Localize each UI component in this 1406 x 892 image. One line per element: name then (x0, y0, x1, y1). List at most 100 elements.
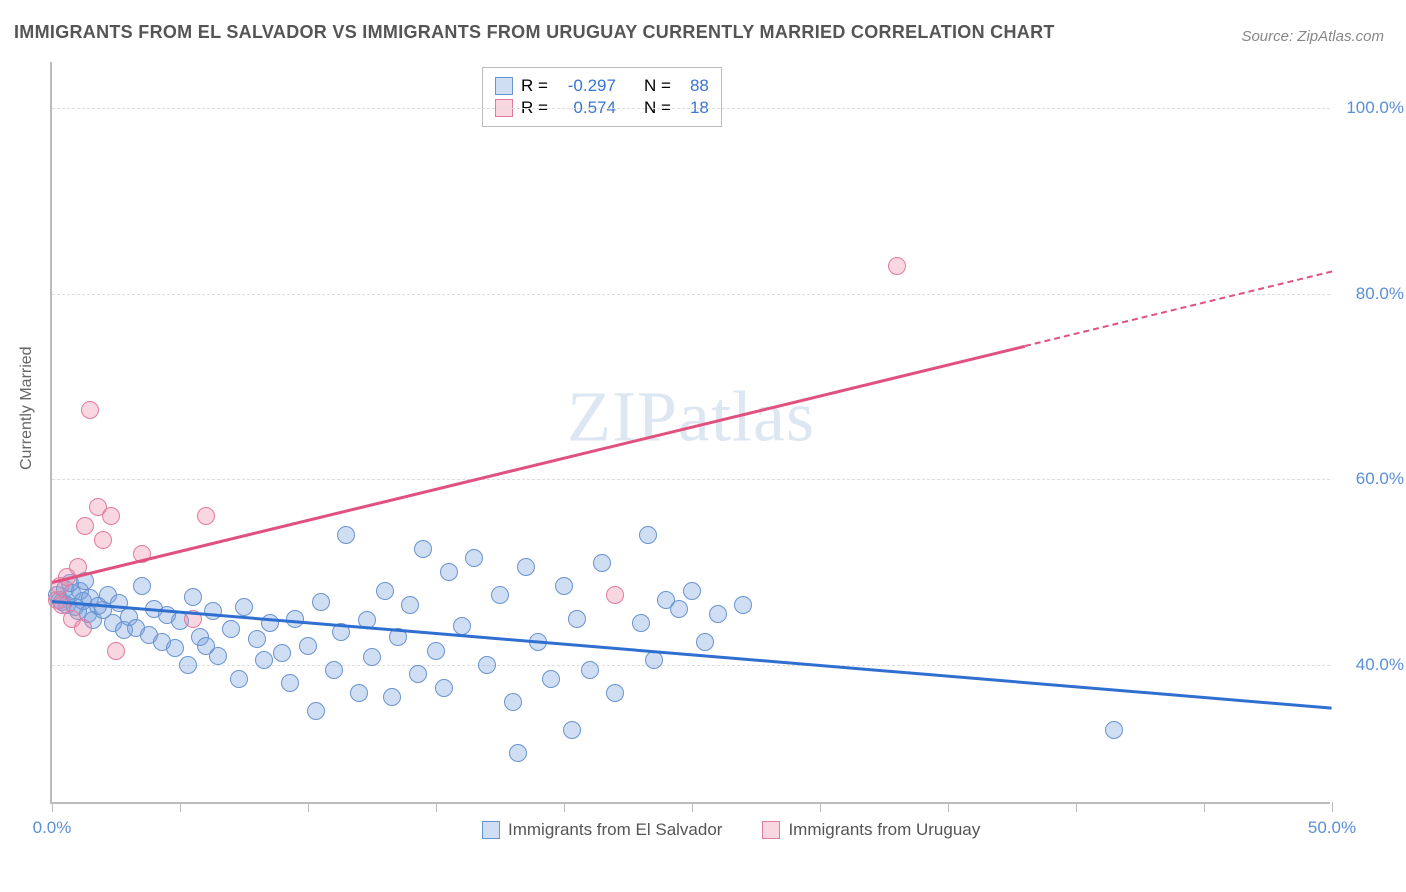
gridline (52, 479, 1330, 480)
scatter-point-el_salvador (683, 582, 701, 600)
scatter-point-el_salvador (639, 526, 657, 544)
gridline (52, 108, 1330, 109)
x-tick (1076, 802, 1077, 812)
scatter-point-el_salvador (286, 610, 304, 628)
plot-area: ZIPatlas R = -0.297 N = 88 R = 0.574 N =… (50, 62, 1330, 804)
scatter-point-el_salvador (453, 617, 471, 635)
scatter-point-el_salvador (376, 582, 394, 600)
scatter-point-el_salvador (350, 684, 368, 702)
scatter-point-el_salvador (645, 651, 663, 669)
y-tick-label: 60.0% (1344, 469, 1404, 489)
scatter-point-el_salvador (1105, 721, 1123, 739)
swatch-el-salvador (482, 821, 500, 839)
scatter-point-el_salvador (166, 639, 184, 657)
y-tick-label: 80.0% (1344, 284, 1404, 304)
x-tick (436, 802, 437, 812)
gridline (52, 294, 1330, 295)
scatter-point-el_salvador (255, 651, 273, 669)
scatter-point-el_salvador (435, 679, 453, 697)
scatter-point-el_salvador (307, 702, 325, 720)
x-tick-label: 0.0% (33, 818, 72, 838)
scatter-point-el_salvador (504, 693, 522, 711)
scatter-point-el_salvador (632, 614, 650, 632)
x-tick (1332, 802, 1333, 812)
scatter-point-el_salvador (568, 610, 586, 628)
scatter-point-el_salvador (670, 600, 688, 618)
trend-line (52, 600, 1332, 709)
scatter-point-el_salvador (312, 593, 330, 611)
scatter-point-uruguay (74, 619, 92, 637)
y-tick-label: 100.0% (1344, 98, 1404, 118)
scatter-point-el_salvador (209, 647, 227, 665)
y-tick-label: 40.0% (1344, 655, 1404, 675)
scatter-point-el_salvador (204, 602, 222, 620)
legend-label-es: Immigrants from El Salvador (508, 820, 722, 840)
legend-item: Immigrants from El Salvador (482, 820, 722, 840)
scatter-point-el_salvador (133, 577, 151, 595)
scatter-point-el_salvador (383, 688, 401, 706)
scatter-point-el_salvador (273, 644, 291, 662)
scatter-point-uruguay (81, 401, 99, 419)
scatter-point-el_salvador (606, 684, 624, 702)
scatter-point-el_salvador (248, 630, 266, 648)
scatter-point-el_salvador (555, 577, 573, 595)
scatter-point-el_salvador (409, 665, 427, 683)
scatter-point-uruguay (197, 507, 215, 525)
x-tick (692, 802, 693, 812)
scatter-point-el_salvador (184, 588, 202, 606)
scatter-point-el_salvador (478, 656, 496, 674)
x-tick-label: 50.0% (1308, 818, 1356, 838)
scatter-point-el_salvador (581, 661, 599, 679)
scatter-point-uruguay (94, 531, 112, 549)
scatter-point-el_salvador (517, 558, 535, 576)
scatter-point-el_salvador (281, 674, 299, 692)
scatter-point-el_salvador (709, 605, 727, 623)
scatter-point-el_salvador (230, 670, 248, 688)
x-tick (1204, 802, 1205, 812)
scatter-point-el_salvador (337, 526, 355, 544)
scatter-point-uruguay (888, 257, 906, 275)
scatter-point-el_salvador (414, 540, 432, 558)
legend-series: Immigrants from El Salvador Immigrants f… (482, 820, 980, 840)
chart-container: IMMIGRANTS FROM EL SALVADOR VS IMMIGRANT… (0, 0, 1406, 892)
swatch-el-salvador (495, 77, 513, 95)
scatter-point-el_salvador (401, 596, 419, 614)
x-tick (308, 802, 309, 812)
x-tick (948, 802, 949, 812)
scatter-point-el_salvador (427, 642, 445, 660)
swatch-uruguay (762, 821, 780, 839)
scatter-point-el_salvador (734, 596, 752, 614)
x-tick (820, 802, 821, 812)
scatter-point-el_salvador (325, 661, 343, 679)
scatter-point-el_salvador (542, 670, 560, 688)
y-axis-label: Currently Married (18, 346, 36, 470)
scatter-point-el_salvador (593, 554, 611, 572)
r-label: R = (521, 76, 548, 96)
scatter-point-el_salvador (440, 563, 458, 581)
scatter-point-uruguay (102, 507, 120, 525)
scatter-point-el_salvador (491, 586, 509, 604)
x-tick (564, 802, 565, 812)
source-text: Source: ZipAtlas.com (1241, 28, 1384, 45)
x-tick (52, 802, 53, 812)
scatter-point-uruguay (76, 517, 94, 535)
trend-line (1025, 271, 1333, 348)
scatter-point-el_salvador (299, 637, 317, 655)
legend-label-ur: Immigrants from Uruguay (788, 820, 980, 840)
trend-line (52, 345, 1025, 584)
scatter-point-el_salvador (222, 620, 240, 638)
scatter-point-el_salvador (179, 656, 197, 674)
r-value-es: -0.297 (556, 76, 616, 96)
chart-title: IMMIGRANTS FROM EL SALVADOR VS IMMIGRANT… (14, 22, 1055, 43)
scatter-point-el_salvador (509, 744, 527, 762)
n-label: N = (644, 76, 671, 96)
legend-correlation: R = -0.297 N = 88 R = 0.574 N = 18 (482, 67, 722, 127)
scatter-point-el_salvador (465, 549, 483, 567)
gridline (52, 665, 1330, 666)
legend-row: R = -0.297 N = 88 (495, 76, 709, 96)
scatter-point-el_salvador (563, 721, 581, 739)
n-value-es: 88 (679, 76, 709, 96)
scatter-point-uruguay (107, 642, 125, 660)
x-tick (180, 802, 181, 812)
scatter-point-el_salvador (363, 648, 381, 666)
